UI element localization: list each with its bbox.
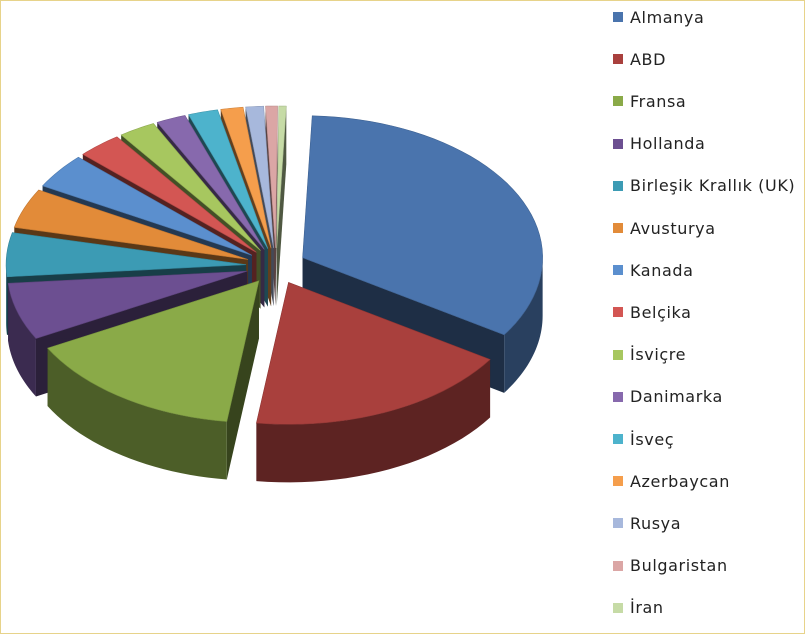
- pie-slice: [220, 106, 272, 249]
- pie-slice-wall: [276, 106, 287, 307]
- legend-item: İsveç: [613, 429, 674, 449]
- legend-label: İsveç: [630, 429, 675, 449]
- legend-item: Azerbaycan: [613, 471, 730, 491]
- legend-label: Avusturya: [630, 218, 716, 238]
- pie-slice: [276, 105, 287, 249]
- legend-item: Fransa: [613, 91, 686, 111]
- pie-slice-side: [6, 264, 7, 335]
- pie-slice: [120, 123, 261, 251]
- pie-tops: [5, 105, 543, 425]
- legend-swatch: [613, 518, 623, 529]
- legend-item: Avusturya: [613, 218, 716, 238]
- legend-swatch: [613, 54, 623, 65]
- legend-label: Azerbaycan: [630, 471, 730, 491]
- legend-swatch: [613, 12, 623, 22]
- pie-slice: [13, 189, 249, 260]
- pie-slice: [42, 156, 253, 256]
- pie-slice: [156, 115, 265, 250]
- legend-item: Belçika: [613, 302, 692, 322]
- legend-item: Almanya: [613, 7, 704, 27]
- legend-swatch: [613, 602, 623, 613]
- pie-slice-side: [504, 257, 543, 393]
- legend-swatch: [613, 265, 623, 276]
- legend-label: ABD: [630, 49, 667, 69]
- legend-label: Kanada: [630, 260, 694, 280]
- pie-slice-side: [8, 283, 36, 397]
- legend-label: İsviçre: [630, 345, 687, 365]
- legend-item: Bulgaristan: [613, 556, 728, 576]
- legend-label: Almanya: [630, 7, 705, 27]
- legend-swatch: [613, 434, 623, 444]
- pie-slice: [5, 232, 247, 278]
- pie-slice: [82, 136, 257, 253]
- legend-label: Birleşik Krallık (UK): [630, 176, 796, 196]
- legend-item: Hollanda: [613, 134, 705, 154]
- legend-item: ABD: [613, 49, 666, 69]
- legend-swatch: [613, 307, 623, 318]
- legend-swatch: [613, 138, 623, 149]
- legend-label: Fransa: [630, 91, 687, 111]
- pie-slice-side: [47, 348, 227, 480]
- legend-label: Belçika: [630, 302, 692, 322]
- legend-label: İran: [630, 598, 664, 618]
- legend-swatch: [613, 96, 623, 107]
- pie-slice: [47, 280, 260, 422]
- pie-slice: [256, 281, 491, 425]
- legend-swatch: [613, 560, 623, 571]
- legend-label: Rusya: [630, 513, 682, 533]
- pie-slice: [245, 105, 274, 249]
- legend-item: Birleşik Krallık (UK): [613, 176, 795, 196]
- legend-label: Hollanda: [630, 134, 706, 154]
- pie-slice: [7, 270, 248, 339]
- legend-label: Danimarka: [630, 387, 723, 407]
- legend-swatch: [613, 391, 623, 402]
- legend-item: Rusya: [613, 513, 681, 533]
- legend-item: İsviçre: [613, 345, 686, 365]
- pie-slice: [188, 109, 269, 249]
- legend-item: Danimarka: [613, 387, 723, 407]
- legend-item: Kanada: [613, 260, 694, 280]
- legend-label: Bulgaristan: [630, 556, 728, 576]
- legend-item: İran: [613, 598, 664, 618]
- legend-swatch: [613, 349, 623, 360]
- pie-slice: [302, 115, 543, 336]
- legend-swatch: [613, 476, 623, 487]
- legend-swatch: [613, 180, 623, 191]
- legend-swatch: [613, 223, 623, 233]
- pie-slice: [265, 105, 278, 249]
- pie-slice-side: [256, 359, 491, 483]
